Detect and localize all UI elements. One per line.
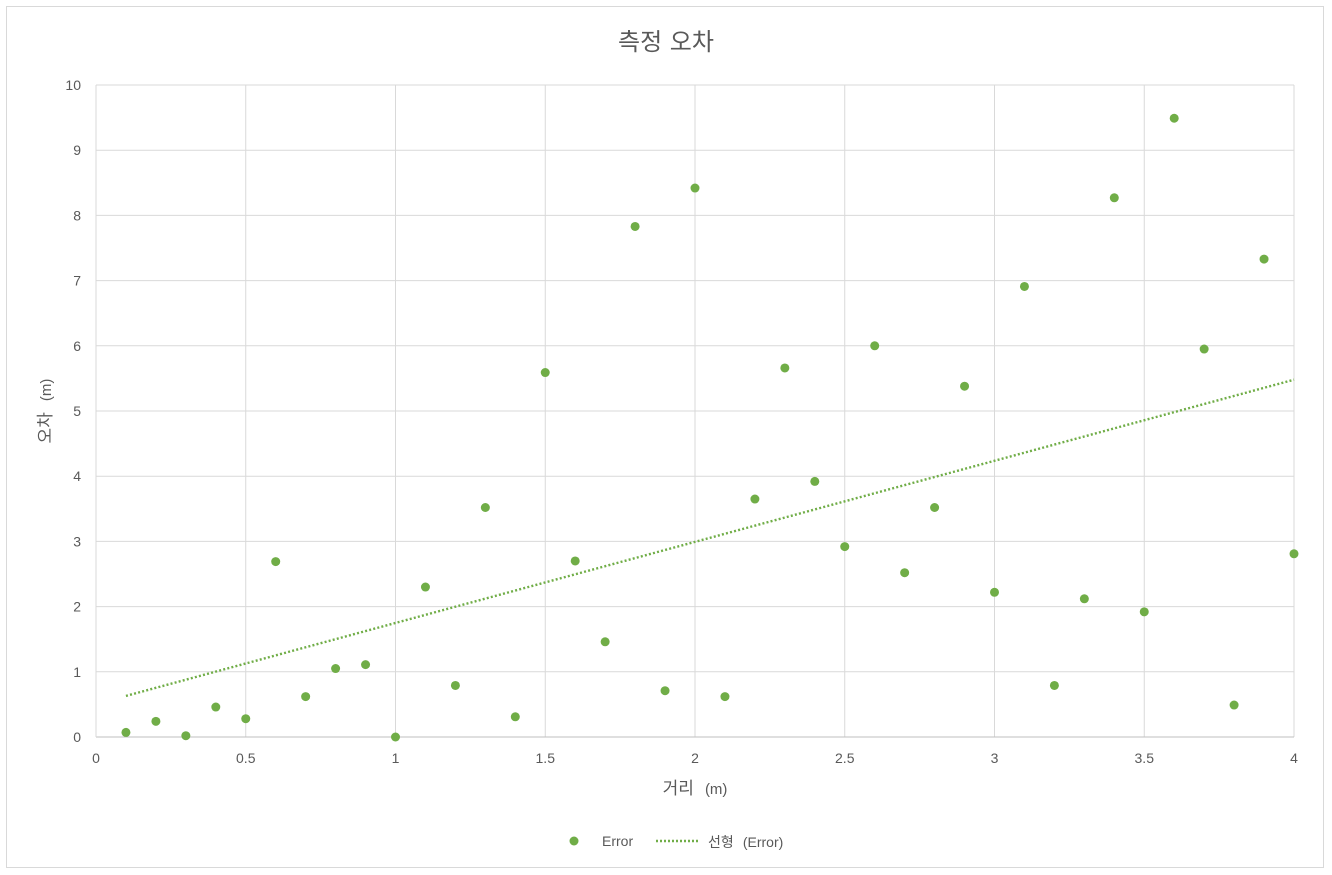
- data-point: [1049, 680, 1059, 690]
- data-point: [450, 680, 460, 690]
- data-point: [1139, 607, 1149, 617]
- data-point: [510, 712, 520, 722]
- trendline: [125, 378, 1295, 698]
- axes: [95, 85, 1294, 738]
- data-point: [1199, 344, 1209, 354]
- data-points: [121, 113, 1299, 742]
- data-point: [211, 702, 221, 712]
- y-tick-label: 8: [73, 207, 81, 223]
- x-axis-title-unit: (m): [705, 781, 728, 798]
- y-tick-label: 0: [73, 729, 81, 745]
- data-point: [750, 494, 760, 504]
- x-tick-label: 0.5: [236, 750, 256, 766]
- data-point: [271, 557, 281, 567]
- y-tick-label: 5: [73, 403, 81, 419]
- data-point: [181, 731, 191, 741]
- data-point: [391, 732, 400, 742]
- y-tick-label: 6: [73, 338, 81, 354]
- data-point: [960, 381, 970, 391]
- data-point: [540, 368, 550, 378]
- x-tick-label: 3: [991, 750, 999, 766]
- legend-marker-error: [569, 836, 579, 846]
- data-point: [1079, 594, 1089, 604]
- trendline-layer: [125, 378, 1295, 698]
- y-tick-label: 4: [73, 468, 81, 484]
- y-axis-title-main: 오차: [36, 412, 56, 444]
- legend-label-trendline-paren: (Error): [743, 834, 783, 850]
- y-tick-label: 3: [73, 533, 81, 549]
- data-point: [1019, 281, 1029, 291]
- legend-label-trendline-main: 선형: [708, 835, 734, 851]
- y-tick-label: 10: [65, 77, 81, 93]
- data-point: [1259, 254, 1269, 264]
- data-point: [241, 714, 251, 724]
- data-point: [780, 363, 790, 373]
- x-axis-title-main: 거리: [663, 779, 694, 799]
- y-tick-label: 2: [73, 599, 81, 615]
- x-tick-label: 4: [1290, 750, 1298, 766]
- x-tick-label: 0: [92, 750, 100, 766]
- data-point: [121, 727, 131, 737]
- data-point: [660, 686, 670, 696]
- data-point: [600, 637, 610, 647]
- data-point: [331, 664, 341, 674]
- y-tick-label: 7: [73, 273, 81, 289]
- legend: Error 선형 (Error): [569, 832, 783, 851]
- data-point: [480, 502, 490, 512]
- chart-title: 측정 오차: [618, 28, 714, 56]
- data-point: [630, 221, 640, 231]
- data-point: [720, 692, 730, 702]
- data-point: [870, 341, 880, 351]
- x-axis-title: 거리 (m): [663, 779, 728, 799]
- data-point: [1229, 700, 1239, 710]
- data-point: [301, 692, 311, 702]
- y-axis-title-unit: (m): [38, 379, 55, 402]
- data-point: [151, 716, 161, 726]
- chart-frame: [6, 6, 1324, 868]
- data-point: [930, 502, 940, 512]
- data-point: [690, 183, 700, 193]
- data-point: [990, 587, 999, 597]
- data-point: [1289, 549, 1299, 559]
- x-tick-label: 2.5: [835, 750, 855, 766]
- x-tick-label: 1.5: [536, 750, 556, 766]
- y-tick-label: 1: [73, 664, 81, 680]
- x-tick-labels: 0 0.5 1 1.5 2 2.5 3 3.5 4: [92, 750, 1298, 766]
- data-point: [420, 582, 430, 592]
- y-tick-label: 9: [73, 142, 81, 158]
- x-tick-label: 3.5: [1135, 750, 1155, 766]
- x-tick-label: 2: [691, 750, 699, 766]
- data-point: [361, 660, 371, 670]
- data-point: [1169, 113, 1179, 123]
- y-axis-title: 오차 (m): [36, 379, 56, 444]
- legend-label-error: Error: [602, 833, 633, 849]
- y-tick-labels: 0 1 2 3 4 5 6 7 8 9 10: [65, 77, 81, 745]
- data-point: [570, 556, 580, 566]
- legend-label-trendline: 선형 (Error): [708, 832, 783, 851]
- data-point: [1109, 193, 1119, 203]
- data-point: [840, 542, 850, 552]
- data-point: [900, 568, 910, 578]
- grid-lines: [96, 84, 1295, 737]
- x-tick-label: 1: [392, 750, 400, 766]
- data-point: [810, 476, 820, 486]
